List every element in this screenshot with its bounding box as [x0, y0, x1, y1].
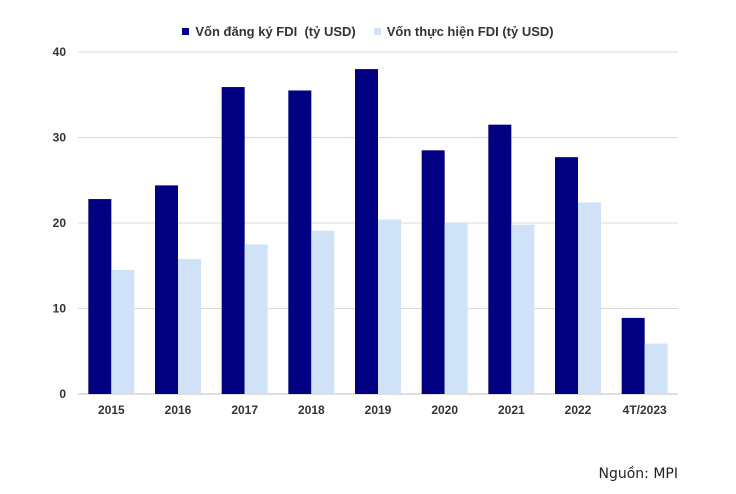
y-tick-label: 20 [53, 216, 67, 230]
bar-registered [221, 87, 245, 395]
bar-disbursed [311, 230, 335, 394]
bar-registered [155, 185, 178, 394]
legend-label-disbursed: Vốn thực hiện FDI (tỷ USD) [386, 24, 554, 39]
x-tick-label: 2018 [298, 403, 325, 417]
bar-disbursed [578, 202, 601, 394]
legend-swatch-disbursed [373, 28, 381, 35]
x-tick-label: 2017 [231, 403, 258, 417]
x-tick-label: 2020 [431, 403, 458, 417]
legend-item-registered: Vốn đăng ký FDI (tỷ USD) [182, 24, 356, 39]
bar-disbursed [244, 244, 268, 394]
bar-registered [355, 69, 378, 394]
bar-disbursed [644, 343, 668, 394]
x-tick-label: 2015 [98, 403, 125, 417]
x-tick-label: 2019 [365, 403, 392, 417]
bar-registered [555, 157, 578, 394]
y-tick-label: 40 [53, 45, 67, 59]
y-tick-label: 10 [53, 302, 67, 316]
bar-registered [421, 150, 445, 394]
bar-registered [288, 90, 312, 394]
y-tick-label: 0 [59, 387, 66, 401]
y-tick-label: 30 [53, 131, 67, 145]
legend-item-disbursed: Vốn thực hiện FDI (tỷ USD) [373, 24, 554, 39]
bar-disbursed [378, 219, 401, 394]
x-tick-label: 2016 [165, 403, 192, 417]
bar-registered [621, 317, 645, 394]
x-tick-label: 4T/2023 [623, 403, 667, 417]
bar-disbursed [444, 223, 468, 394]
bar-registered [88, 199, 112, 394]
legend-swatch-registered [182, 28, 190, 35]
x-tick-label: 2022 [565, 403, 592, 417]
bar-disbursed [511, 224, 535, 394]
chart-legend: Vốn đăng ký FDI (tỷ USD) Vốn thực hiện F… [0, 24, 736, 39]
bar-disbursed [111, 270, 135, 394]
bar-disbursed [178, 258, 201, 394]
x-tick-label: 2021 [498, 403, 525, 417]
legend-label-registered: Vốn đăng ký FDI (tỷ USD) [195, 24, 356, 39]
bar-registered [488, 124, 512, 395]
source-note: Nguồn: MPI [598, 466, 679, 482]
